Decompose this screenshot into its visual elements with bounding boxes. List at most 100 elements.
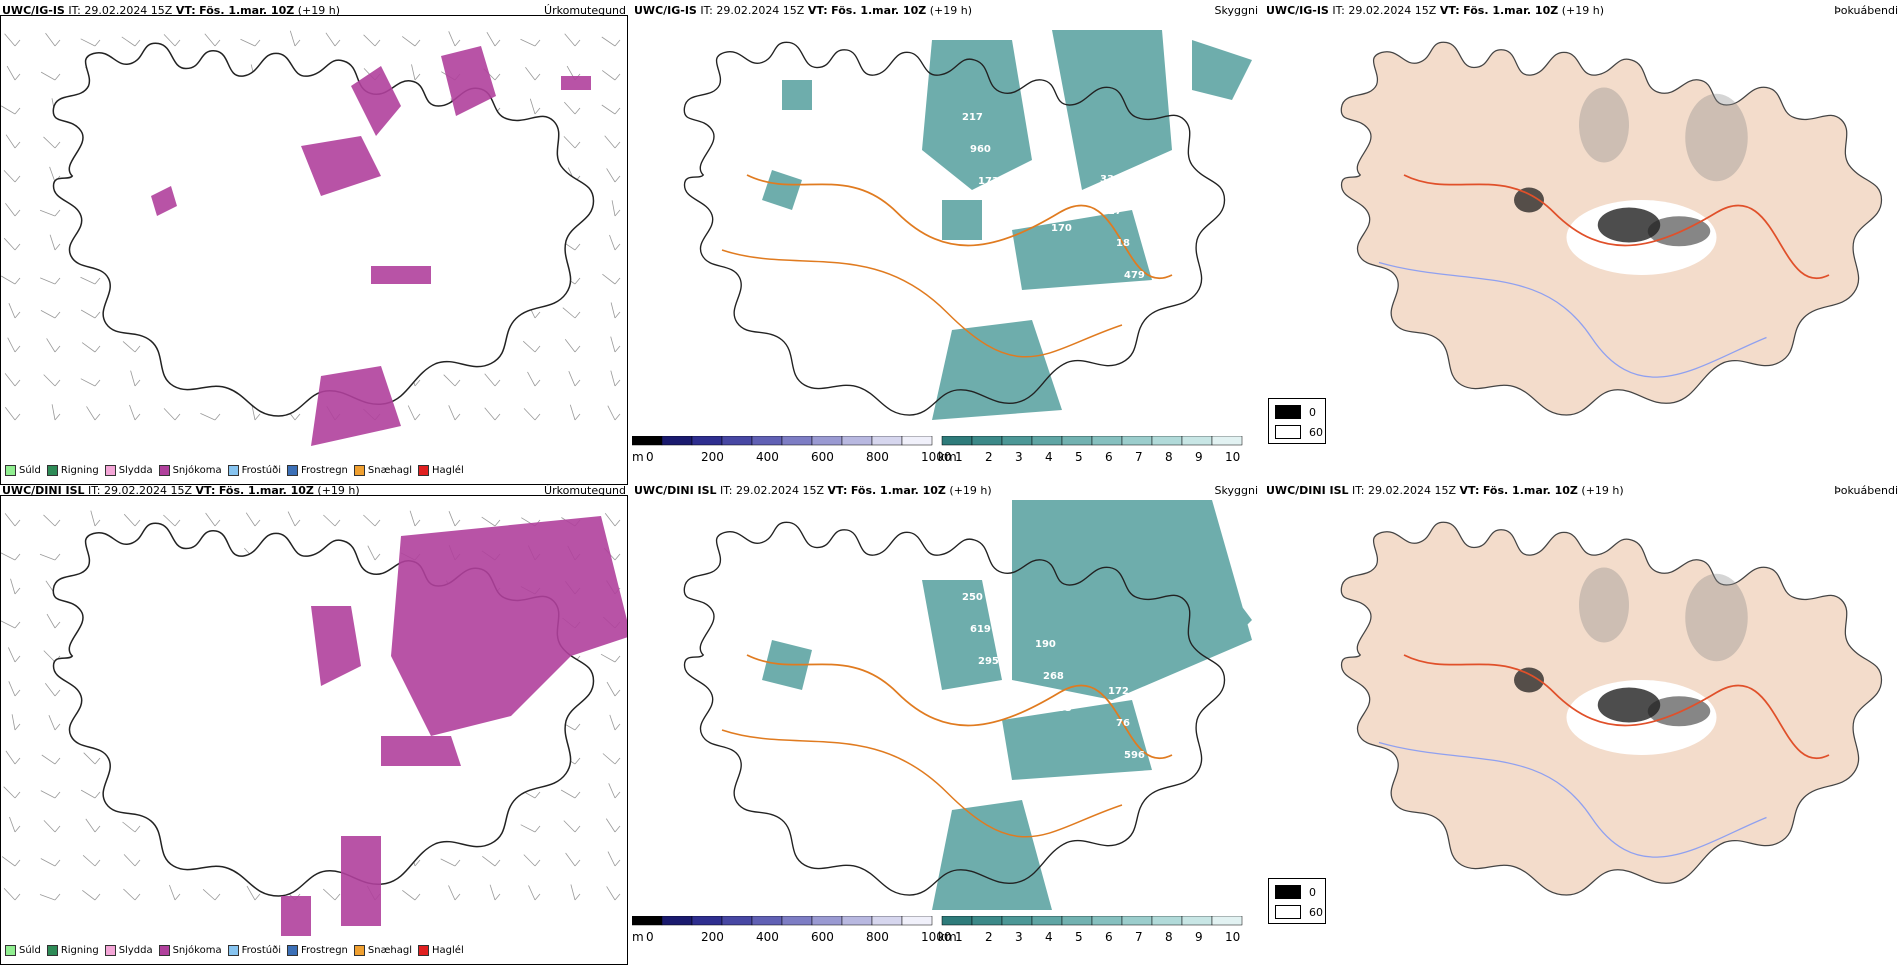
legend-swatch bbox=[287, 465, 298, 476]
ceiling-tick: 600 bbox=[811, 450, 834, 464]
ceiling-tick: 200 bbox=[701, 450, 724, 464]
low-visibility-areas bbox=[762, 500, 1252, 910]
panel-title: UWC/IG-IS IT: 29.02.2024 15Z VT: Fös. 1.… bbox=[2, 4, 340, 16]
vt-value: Fös. 1.mar. 10Z bbox=[218, 484, 314, 496]
cloud-base-label: 186 bbox=[889, 765, 910, 776]
legend-swatch bbox=[46, 945, 58, 956]
panel-parameter-title: Skyggni bbox=[1214, 484, 1258, 497]
visibility-unit: km bbox=[938, 450, 957, 464]
fog-swatch-high bbox=[1275, 405, 1301, 419]
legend-item: Snæhagl bbox=[353, 945, 412, 956]
visibility-tick: 7 bbox=[1135, 930, 1143, 944]
legend-swatch bbox=[418, 945, 430, 956]
visibility-tick: 9 bbox=[1195, 930, 1203, 944]
legend-swatch bbox=[158, 465, 170, 476]
legend-swatch bbox=[158, 945, 170, 956]
cloud-base-label: 224 bbox=[954, 300, 975, 311]
legend-swatch bbox=[46, 465, 58, 476]
panel-parameter-title: Þokuábendi bbox=[1834, 484, 1898, 497]
legend-item: Haglél bbox=[418, 465, 464, 476]
legend-swatch bbox=[5, 465, 16, 476]
visibility-panel: UWC/IG-IS IT: 29.02.2024 15Z VT: Fös. 1.… bbox=[632, 0, 1260, 470]
precip-type-panel: Súld Rigning Slydda Snjókoma Frostúði Frostre… bbox=[0, 15, 628, 485]
fog-tick: 0 bbox=[1309, 405, 1316, 419]
legend-swatch bbox=[5, 945, 16, 956]
model-name: UWC/DINI ISL bbox=[634, 484, 717, 497]
vt-label: VT: bbox=[1459, 484, 1480, 497]
legend-item: Súld bbox=[5, 945, 41, 956]
visibility-tick: 4 bbox=[1045, 930, 1053, 944]
legend-label: Frostúði bbox=[241, 465, 281, 476]
legend-label: Haglél bbox=[432, 465, 464, 476]
ceiling-tick: 800 bbox=[866, 450, 889, 464]
cloud-base-label: 753 bbox=[897, 577, 918, 588]
legend-item: Snjókoma bbox=[158, 465, 222, 476]
it-label: IT: bbox=[1332, 4, 1345, 17]
panel-title: UWC/IG-IS IT: 29.02.2024 15Z VT: Fös. 1.… bbox=[1266, 4, 1604, 17]
it-label: IT: bbox=[700, 4, 713, 17]
cloud-base-label: 266 bbox=[881, 253, 902, 264]
vt-value: Fös. 1.mar. 10Z bbox=[850, 484, 946, 497]
road-network bbox=[1403, 654, 1830, 759]
it-value: 29.02.2024 15Z bbox=[736, 484, 825, 497]
vt-value: Fös. 1.mar. 10Z bbox=[199, 4, 295, 16]
road-network bbox=[1403, 174, 1830, 279]
visibility-tick: 10 bbox=[1225, 450, 1241, 464]
visibility-tick: 8 bbox=[1165, 450, 1173, 464]
low-visibility-areas bbox=[762, 30, 1252, 420]
cloud-base-label: 27 bbox=[1108, 206, 1122, 217]
legend-item: Slydda bbox=[104, 945, 153, 956]
legend-label: Slydda bbox=[118, 945, 153, 956]
legend-item: Frostregn bbox=[287, 465, 348, 476]
legend-label: Haglél bbox=[432, 945, 464, 956]
fog-map bbox=[1340, 521, 1883, 896]
cloud-base-label: 295 bbox=[978, 656, 999, 667]
legend-swatch bbox=[104, 945, 116, 956]
visibility-tick: 7 bbox=[1135, 450, 1143, 464]
cloud-base-label: 172 bbox=[1108, 686, 1129, 697]
fog-swatch-low bbox=[1275, 905, 1301, 919]
legend-label: Snæhagl bbox=[367, 465, 413, 476]
panel-parameter-title: Skyggni bbox=[1214, 4, 1258, 17]
cloud-base-label: 67 bbox=[905, 129, 919, 140]
ceiling-colorbar bbox=[632, 436, 933, 446]
colorbars: m 0 200 400 600 800 1000 km 1 2 3 4 5 6 7 8 9 10 bbox=[632, 436, 1260, 466]
legend-item: Haglél bbox=[418, 945, 464, 956]
visibility-tick: 9 bbox=[1195, 450, 1203, 464]
cloud-base-label: 596 bbox=[1124, 750, 1145, 761]
cloud-base-label: 130 bbox=[1027, 127, 1048, 138]
ceiling-tick: 400 bbox=[756, 450, 779, 464]
legend-item: Frostregn bbox=[287, 945, 348, 956]
model-name: UWC/DINI ISL bbox=[2, 484, 85, 496]
it-value: 29.02.2024 15Z bbox=[84, 4, 173, 16]
vt-label: VT: bbox=[827, 484, 848, 497]
it-label: IT: bbox=[1352, 484, 1365, 497]
rivers bbox=[1378, 261, 1767, 378]
vt-label: VT: bbox=[175, 4, 196, 16]
legend-label: Rigning bbox=[60, 945, 99, 956]
legend-label: Frostregn bbox=[301, 945, 348, 956]
cloud-base-label: 268 bbox=[1043, 671, 1064, 682]
snow-areas bbox=[151, 46, 591, 446]
coastline bbox=[683, 521, 1226, 896]
it-label: IT: bbox=[88, 484, 101, 496]
cloud-base-label: 217 bbox=[962, 112, 983, 123]
cloud-base-label: 37 bbox=[954, 780, 968, 791]
ceiling-tick: 1000 bbox=[921, 930, 952, 944]
cloud-base-label: 126 bbox=[889, 285, 910, 296]
cloud-base-label: 173 bbox=[978, 176, 999, 187]
visibility-panel: UWC/DINI ISL IT: 29.02.2024 15Z VT: Fös.… bbox=[632, 480, 1260, 950]
visibility-tick: 8 bbox=[1165, 930, 1173, 944]
cloud-base-label: 18 bbox=[1116, 238, 1130, 249]
visibility-tick: 6 bbox=[1105, 450, 1113, 464]
lead-time: (+19 h) bbox=[1561, 4, 1604, 17]
panel-parameter-title: Úrkomutegund bbox=[544, 4, 626, 16]
legend-label: Súld bbox=[19, 945, 41, 956]
ceiling-tick: 200 bbox=[701, 930, 724, 944]
cloud-base-label: 960 bbox=[970, 144, 991, 155]
cloud-base-label: 336 bbox=[1043, 191, 1064, 202]
visibility-map: 206 267 295 203 596 753 619 268 76 186 250 190 172 15… bbox=[683, 500, 1252, 910]
it-value: 29.02.2024 15Z bbox=[1368, 484, 1457, 497]
lead-time: (+19 h) bbox=[1581, 484, 1624, 497]
visibility-tick: 1 bbox=[955, 450, 963, 464]
